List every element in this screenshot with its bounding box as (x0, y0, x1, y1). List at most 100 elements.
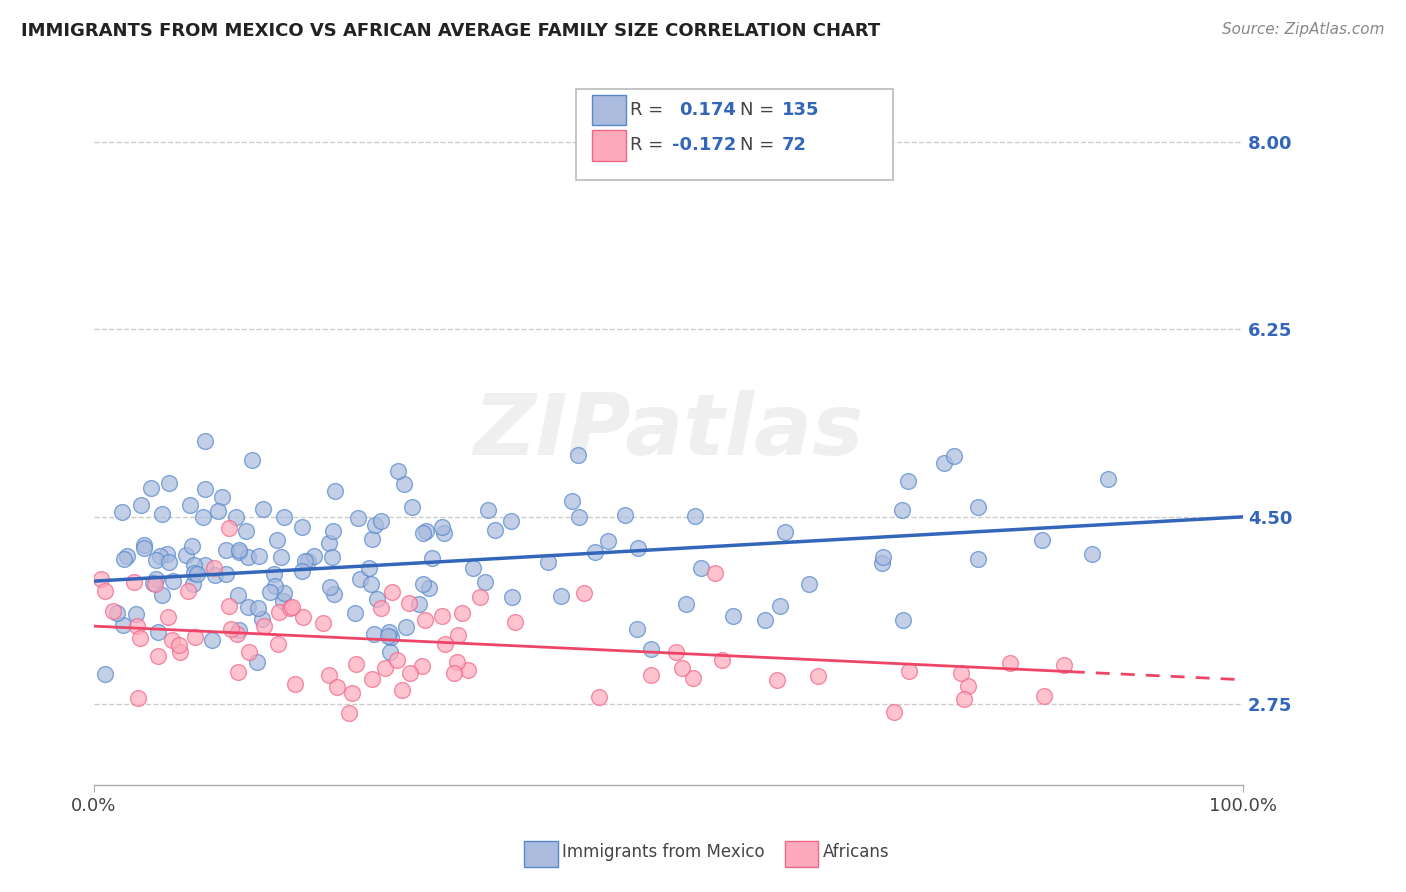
Point (125, 607, 148, 621)
Point (451, 606, 474, 620)
Point (215, 567, 238, 582)
Point (294, 554, 316, 568)
Point (934, 456, 956, 470)
Point (132, 541, 155, 555)
Point (361, 532, 384, 546)
Point (432, 520, 454, 534)
Point (302, 549, 325, 563)
Point (432, 609, 454, 624)
Point (675, 597, 697, 611)
Point (457, 663, 479, 677)
Point (263, 567, 285, 582)
Text: 135: 135 (782, 101, 820, 119)
Point (312, 615, 335, 630)
Point (103, 604, 125, 618)
Point (150, 589, 173, 603)
Point (94, 667, 117, 681)
Point (267, 605, 290, 619)
Point (94, 583, 117, 598)
Point (127, 618, 149, 632)
Point (162, 632, 184, 647)
Point (501, 590, 523, 604)
Point (890, 503, 912, 517)
Point (711, 653, 734, 667)
Point (111, 505, 134, 519)
Point (290, 564, 312, 578)
Point (370, 514, 392, 528)
Point (228, 545, 250, 559)
Point (391, 683, 413, 698)
Point (326, 680, 349, 694)
Point (626, 622, 648, 636)
Point (211, 490, 233, 504)
Point (273, 586, 295, 600)
Text: Source: ZipAtlas.com: Source: ZipAtlas.com (1222, 22, 1385, 37)
Point (145, 553, 167, 567)
Point (183, 566, 205, 580)
Point (567, 448, 589, 462)
Point (146, 648, 169, 663)
Point (155, 547, 177, 561)
Point (225, 627, 247, 641)
Point (537, 555, 560, 569)
Point (157, 555, 180, 569)
Point (167, 638, 190, 652)
Point (477, 503, 499, 517)
Point (766, 673, 789, 687)
Point (169, 645, 191, 659)
Point (318, 668, 340, 682)
Point (273, 594, 295, 608)
Text: Africans: Africans (823, 843, 889, 861)
Point (228, 542, 250, 557)
Point (797, 576, 820, 591)
Point (157, 476, 180, 491)
Text: -0.172: -0.172 (672, 136, 737, 154)
Point (412, 526, 434, 541)
Point (291, 519, 314, 533)
Point (105, 606, 128, 620)
Point (378, 645, 401, 659)
Text: N =: N = (740, 136, 773, 154)
Point (347, 511, 370, 525)
Point (142, 575, 165, 590)
Point (225, 510, 247, 524)
Point (381, 584, 404, 599)
Point (236, 599, 259, 614)
Point (399, 665, 422, 680)
Point (408, 597, 430, 611)
Point (191, 510, 214, 524)
Point (363, 517, 385, 532)
Point (690, 561, 713, 575)
Point (1097, 472, 1119, 486)
Point (671, 661, 693, 675)
Text: 0.174: 0.174 (679, 101, 735, 119)
Point (179, 499, 201, 513)
Point (363, 627, 385, 641)
Point (872, 549, 894, 564)
Point (132, 538, 155, 552)
Point (201, 632, 224, 647)
Point (412, 577, 434, 591)
Point (150, 507, 173, 521)
Point (392, 476, 415, 491)
Point (395, 620, 418, 634)
Point (226, 589, 249, 603)
Point (807, 669, 830, 683)
Point (183, 558, 205, 572)
Point (387, 464, 409, 478)
Point (90, 572, 112, 586)
Point (238, 645, 260, 659)
Point (433, 525, 456, 540)
Point (640, 641, 662, 656)
Point (446, 656, 468, 670)
Point (1032, 689, 1054, 703)
Point (769, 599, 792, 613)
Point (181, 539, 204, 553)
Point (349, 572, 371, 586)
Text: R =: R = (630, 101, 664, 119)
Point (228, 623, 250, 637)
Point (754, 614, 776, 628)
Text: 72: 72 (782, 136, 807, 154)
Point (218, 599, 240, 614)
Point (872, 556, 894, 570)
